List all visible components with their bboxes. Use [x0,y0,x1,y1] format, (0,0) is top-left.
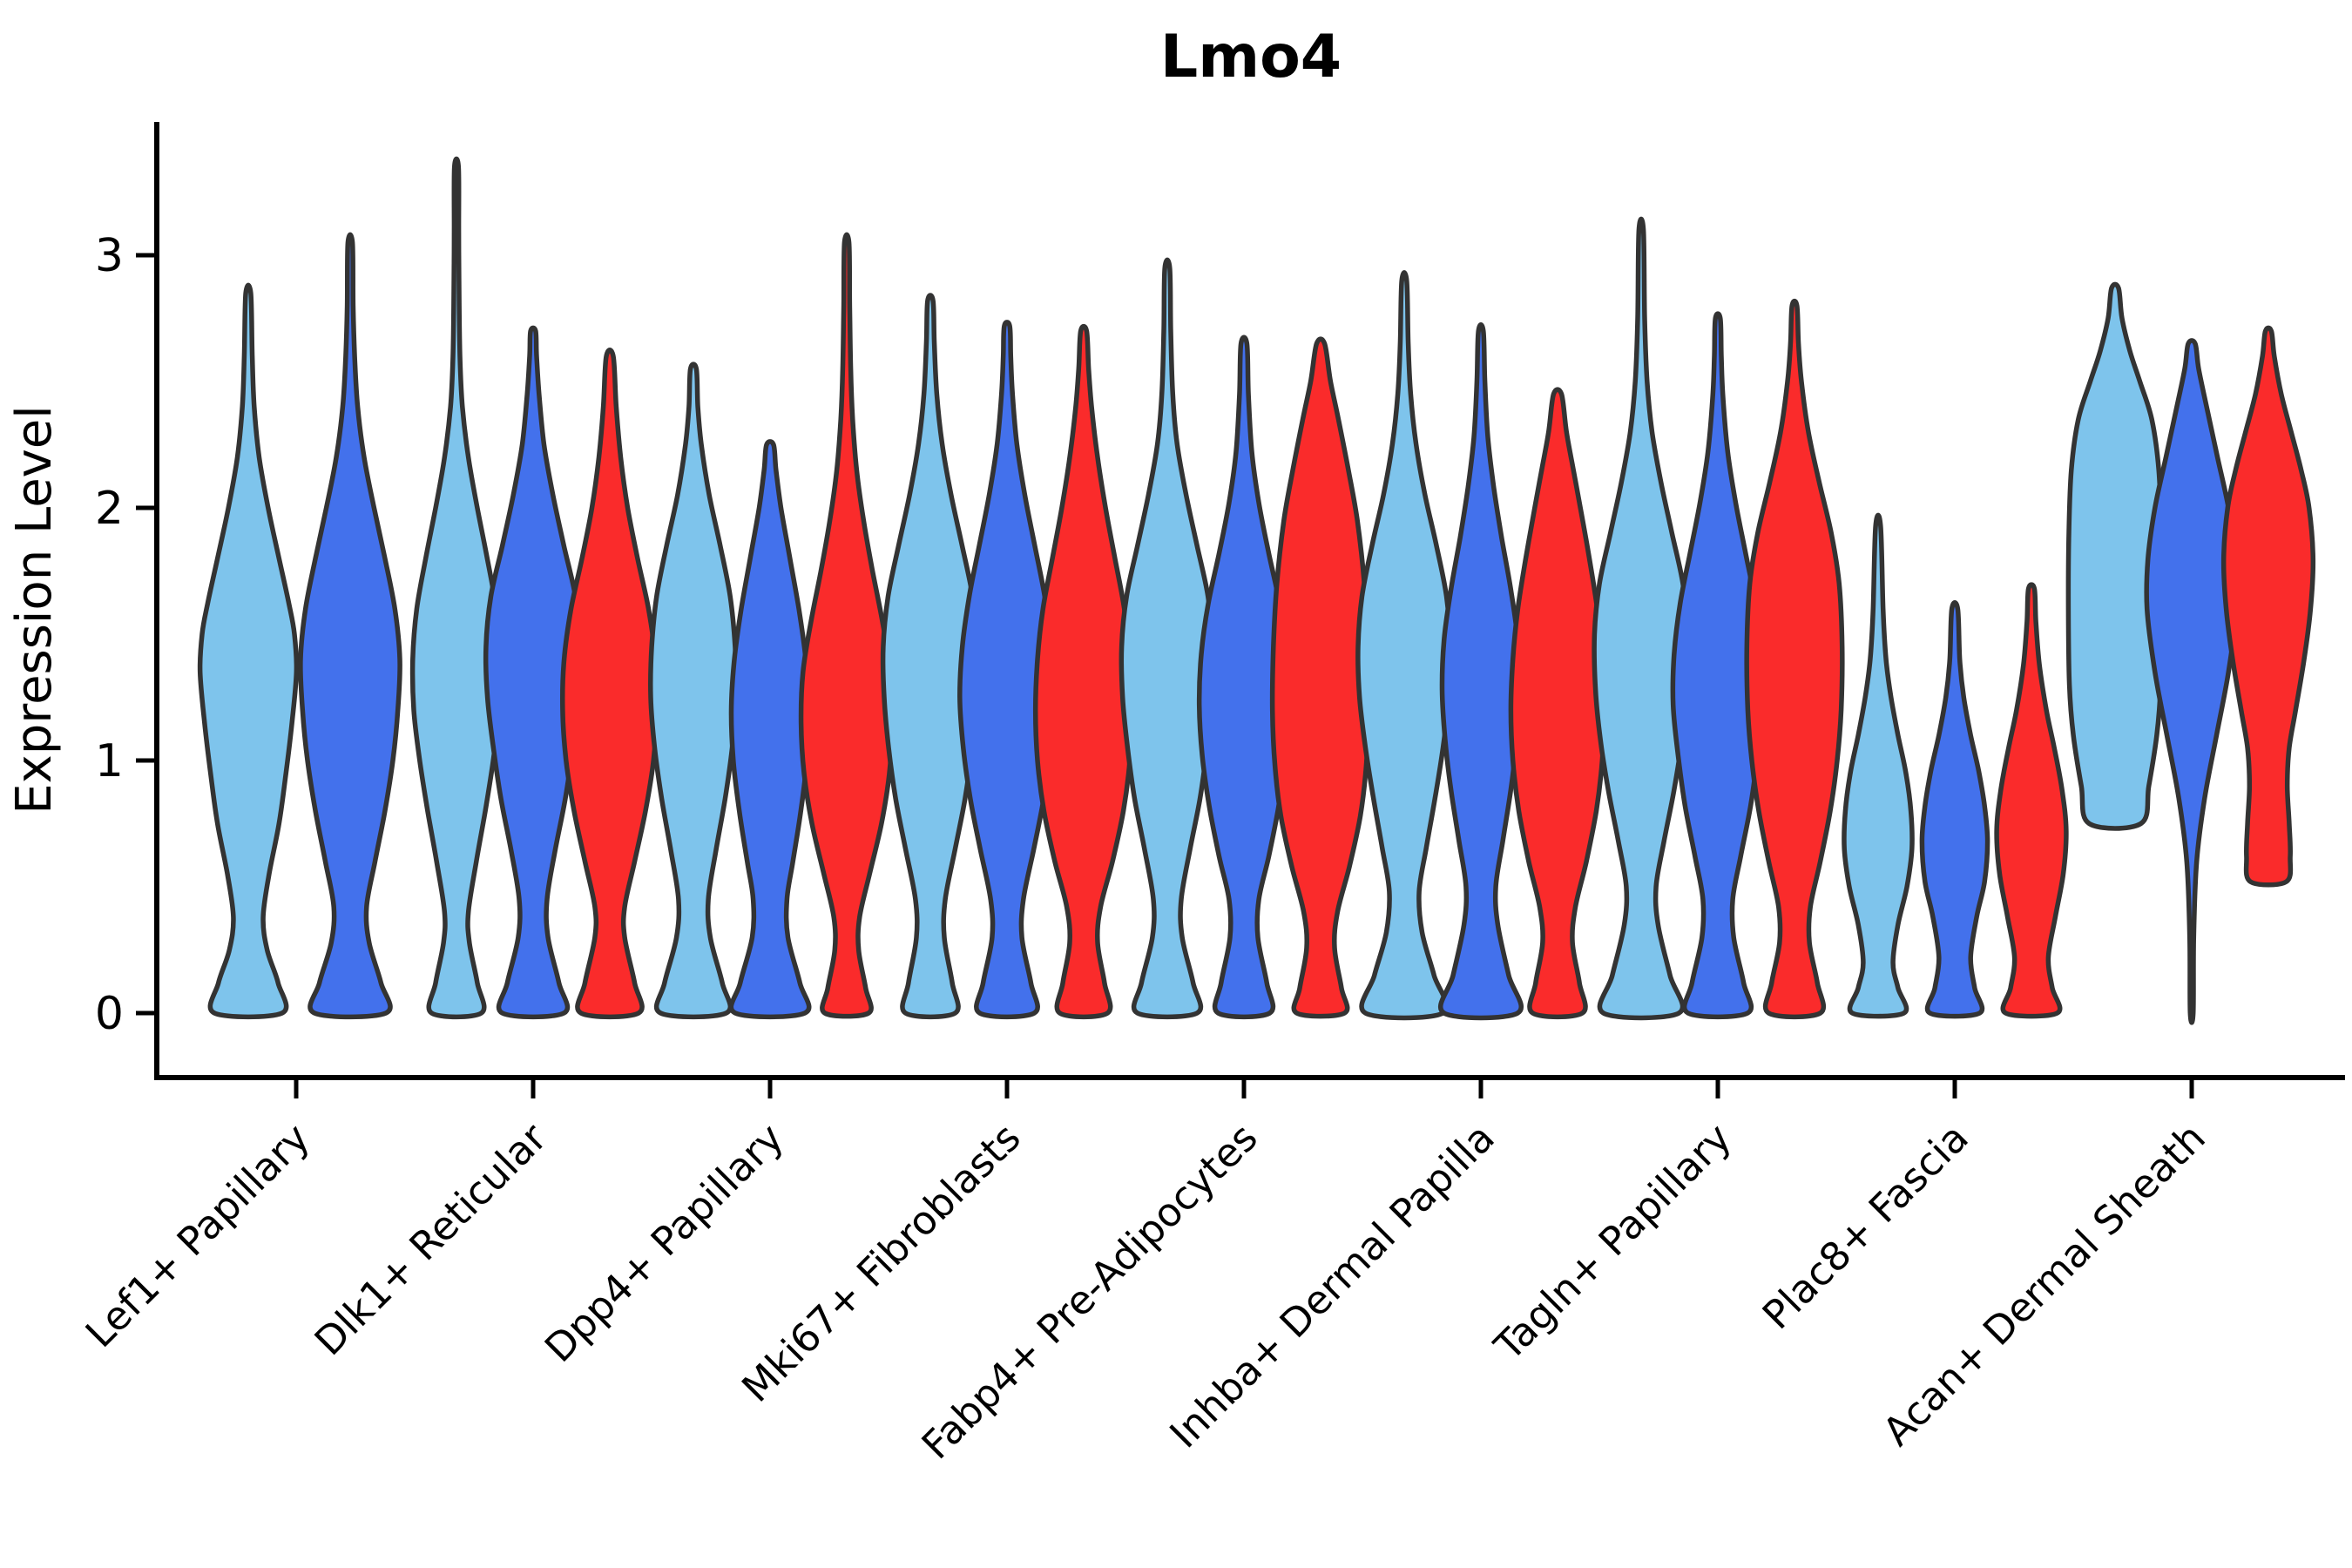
violin-6-red [1744,298,1845,1020]
violin-7-red [1994,582,2069,1019]
violin-3-red [1032,323,1135,1020]
y-tick-label: 3 [95,230,124,282]
x-tick-label: Dlk1+ Reticular [306,1114,556,1364]
violin-0-light_blue [197,282,300,1020]
x-tick-label: Plac8+ Fascia [1754,1114,1977,1338]
violin-5-red [1508,387,1607,1020]
violin-2-red [798,232,896,1019]
violin-0-dark_blue [298,232,402,1020]
violin-8-dark_blue [2144,338,2240,1025]
y-tick-label: 1 [95,735,124,787]
y-tick-label: 0 [95,988,124,1040]
violin-2-dark_blue [728,439,812,1020]
violin-5-dark_blue [1437,321,1524,1021]
violin-1-red [560,347,659,1020]
violin-5-light_blue [1355,270,1453,1021]
violin-6-light_blue [1592,216,1691,1021]
violin-8-red [2220,325,2316,888]
violin-7-dark_blue [1919,599,1990,1019]
chart-title: Lmo4 [1160,23,1342,91]
violin-2-light_blue [648,362,739,1020]
violin-1-light_blue [409,156,504,1020]
x-tick-label: Lef1+ Papillary [77,1114,319,1356]
violins-layer [197,156,2316,1025]
violin-4-red [1269,336,1372,1019]
y-axis-label: Expression Level [6,405,63,814]
x-tick-label: Dpp4+ Papillary [536,1114,793,1371]
violin-7-light_blue [1842,512,1915,1019]
x-tick-label: Tagln+ Papillary [1485,1114,1740,1369]
y-tick-label: 2 [95,483,124,535]
violin-4-light_blue [1119,257,1216,1020]
